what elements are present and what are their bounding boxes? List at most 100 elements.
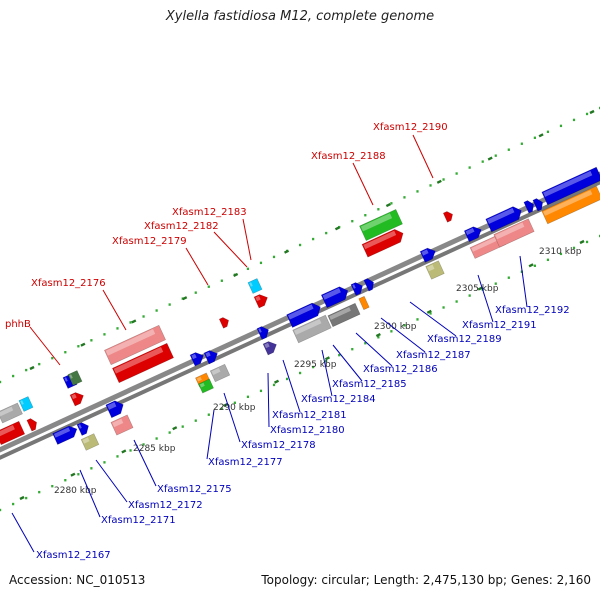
feature-khaki-shape xyxy=(425,260,445,280)
feature-orange-shape xyxy=(358,295,370,311)
feature-blue-arrow-highlight xyxy=(465,228,475,236)
feature-blue-arrow-shape xyxy=(523,200,534,214)
track-dot-inner xyxy=(403,324,406,327)
track-dot-inner xyxy=(299,371,302,375)
feature-red-arrow-highlight xyxy=(255,295,261,302)
bottom-label: Xfasm12_2187 xyxy=(396,350,471,361)
track-dot-inner xyxy=(233,401,236,404)
bottom-label: Xfasm12_2181 xyxy=(272,410,347,421)
feature-blue-arrow xyxy=(532,198,543,212)
track-dash-outer xyxy=(538,133,544,138)
feature-blue-arrow-shape xyxy=(419,247,436,263)
ruler-label: 2285 kbp xyxy=(133,444,176,454)
track-dot-inner xyxy=(429,312,432,315)
feature-blue-arrow-highlight xyxy=(421,249,429,256)
top-label: phhB xyxy=(5,319,31,330)
track-dot-outer xyxy=(559,124,563,128)
feature-blue-arrow xyxy=(52,425,78,445)
feature-pink-highlight xyxy=(495,222,525,240)
feature-red-arrow-shape xyxy=(253,294,268,309)
feature-blue-arrow-shape xyxy=(485,206,522,233)
feature-blue-arrow-shape xyxy=(363,278,374,292)
track-dot-inner xyxy=(533,264,536,267)
feature-pink-shape xyxy=(110,414,134,436)
feature-blue-arrow xyxy=(523,200,534,214)
track-dot-inner xyxy=(38,490,41,494)
feature-red-arrow-shape xyxy=(26,418,37,432)
track-dot-inner xyxy=(507,276,510,279)
track-dot-outer xyxy=(390,202,393,205)
feature-blue-arrow-shape xyxy=(286,302,321,328)
bottom-label-leader xyxy=(332,344,363,382)
feature-blue-arrow xyxy=(203,350,218,365)
feature-blue-arrow-highlight xyxy=(205,351,211,358)
feature-khaki-highlight xyxy=(427,264,435,272)
feature-pink-shape xyxy=(493,218,535,248)
bottom-label: Xfasm12_2171 xyxy=(101,515,176,526)
track-dot-outer xyxy=(0,380,2,384)
track-dash-inner xyxy=(121,449,127,454)
track-dot-inner xyxy=(168,431,171,434)
track-dot-outer xyxy=(533,136,536,139)
feature-blue-arrow-shape xyxy=(256,326,269,340)
feature-cyan-shape xyxy=(18,396,34,412)
track-dot-inner xyxy=(546,258,550,262)
track-dot-inner xyxy=(338,353,341,357)
feature-blue-arrow xyxy=(350,282,363,296)
track-dash-inner xyxy=(528,263,534,268)
bottom-label-leader xyxy=(95,459,128,503)
track-dot-outer xyxy=(194,291,197,294)
feature-darkgreen-highlight xyxy=(69,374,73,379)
track-dot-inner xyxy=(25,496,28,500)
ruler-label: 2310 kbp xyxy=(539,247,582,257)
feature-green-shape xyxy=(198,378,214,394)
feature-red-arrow-highlight xyxy=(363,230,397,250)
feature-red-arrow xyxy=(218,317,229,329)
feature-red-arrow-highlight xyxy=(71,393,77,400)
track-dash-outer xyxy=(182,296,188,301)
feature-red-arrow xyxy=(26,418,37,432)
bottom-label-leader xyxy=(223,392,241,443)
feature-indigo-arrow-shape xyxy=(262,341,277,356)
bottom-label-leader xyxy=(409,301,457,337)
ruler-label: 2295 kbp xyxy=(294,360,337,370)
track-dash-outer xyxy=(589,109,595,115)
feature-gray xyxy=(292,314,332,344)
track-dash-outer xyxy=(284,249,290,254)
track-dot-outer xyxy=(572,118,576,122)
track-dot-inner xyxy=(559,252,563,256)
bottom-label-leader xyxy=(206,409,215,460)
feature-indigo-arrow xyxy=(262,341,277,356)
feature-orange xyxy=(358,295,370,311)
track-dot-outer xyxy=(246,267,250,271)
track-dash-outer xyxy=(80,342,86,347)
bottom-label: Xfasm12_2186 xyxy=(363,364,438,375)
feature-blue-arrow-highlight xyxy=(107,402,117,410)
track-dot-inner xyxy=(494,282,497,285)
track-dash-inner xyxy=(375,333,381,338)
top-label: Xfasm12_2188 xyxy=(311,151,386,162)
track-dot-outer xyxy=(377,208,380,211)
feature-darkgray-highlight xyxy=(329,307,351,320)
track-dot-inner xyxy=(142,443,145,446)
feature-gray-highlight xyxy=(0,406,14,417)
feature-cyan xyxy=(247,278,263,294)
feature-blue-arrow xyxy=(286,302,321,328)
feature-pink-highlight xyxy=(112,418,124,428)
track-dot-inner xyxy=(325,359,328,363)
track-dash-outer xyxy=(29,365,35,371)
track-dot-outer xyxy=(494,154,497,157)
track-dot-inner xyxy=(572,246,576,250)
track-dot-outer xyxy=(51,356,54,360)
track-dot-outer xyxy=(364,214,367,217)
track-dot-inner xyxy=(390,330,393,333)
bottom-label-leader xyxy=(11,512,35,553)
track-dot-inner xyxy=(129,449,132,452)
track-dot-outer xyxy=(403,196,406,199)
feature-blue-arrow-shape xyxy=(189,352,204,367)
track-dot-inner xyxy=(364,342,367,345)
feature-pink xyxy=(110,414,134,436)
bottom-label-leader xyxy=(477,274,494,323)
track-dot-inner xyxy=(51,484,54,488)
